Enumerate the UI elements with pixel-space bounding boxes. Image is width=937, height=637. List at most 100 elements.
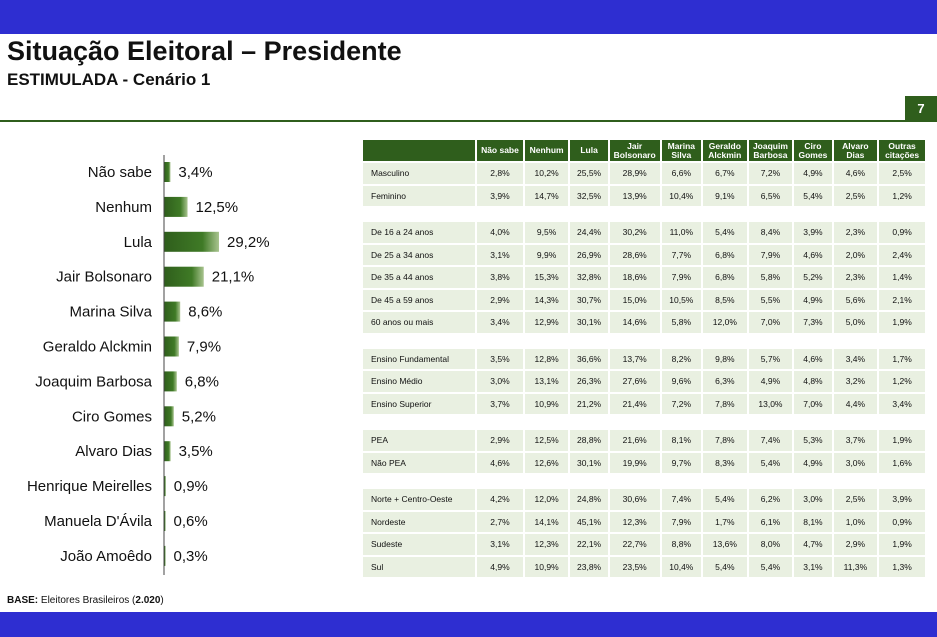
table-row: De 45 a 59 anos 2,9% 14,3% 30,7% 15,0% 10,5% 8… bbox=[363, 289, 925, 310]
table-cell: 3,0% bbox=[833, 452, 878, 473]
value-label: 0,6% bbox=[174, 513, 208, 530]
base-count: 2.020 bbox=[135, 595, 161, 606]
table-cell: 2,3% bbox=[833, 267, 878, 288]
table-cell: 5,2% bbox=[794, 267, 832, 288]
table-cell: 26,9% bbox=[570, 244, 608, 265]
table-cell: 3,9% bbox=[477, 185, 523, 206]
table-cell: 19,9% bbox=[609, 452, 660, 473]
table-row: Ensino Superior 3,7% 10,9% 21,2% 21,4% 7,2% 7,… bbox=[363, 393, 925, 414]
top-band bbox=[0, 0, 937, 34]
bar-chart: Não sabe 3,4% Nenhum 12,5% Lula 29,2% Jair Bol… bbox=[27, 155, 270, 575]
table-cell: 13,6% bbox=[703, 534, 747, 555]
table-cell: 12,9% bbox=[524, 312, 569, 333]
table-cell: 5,6% bbox=[833, 289, 878, 310]
row-label: De 45 a 59 anos bbox=[363, 289, 476, 310]
table-cell: 2,7% bbox=[477, 511, 523, 532]
value-label: 0,3% bbox=[174, 548, 208, 565]
table-cell: 5,4% bbox=[794, 185, 832, 206]
table-row: De 35 a 44 anos 3,8% 15,3% 32,8% 18,6% 7,9% 6,… bbox=[363, 267, 925, 288]
table-cell: 1,3% bbox=[879, 556, 925, 577]
row-label: Sul bbox=[363, 556, 476, 577]
crosstab-column-header: Nenhum bbox=[524, 140, 569, 161]
base-close: ) bbox=[160, 595, 164, 606]
bar bbox=[164, 545, 166, 566]
table-cell: 28,9% bbox=[609, 163, 660, 184]
table-cell: 5,7% bbox=[748, 348, 793, 369]
value-label: 5,2% bbox=[182, 408, 216, 425]
table-cell: 11,3% bbox=[833, 556, 878, 577]
table-cell: 12,0% bbox=[524, 489, 569, 510]
table-row: De 16 a 24 anos 4,0% 9,5% 24,4% 30,2% 11,0% 5,… bbox=[363, 222, 925, 243]
crosstab-column-header: Lula bbox=[570, 140, 608, 161]
table-cell: 3,1% bbox=[477, 244, 523, 265]
table-cell: 30,1% bbox=[570, 452, 608, 473]
table-cell: 1,9% bbox=[879, 430, 925, 451]
table-cell: 8,1% bbox=[661, 430, 702, 451]
table-cell: 4,6% bbox=[477, 452, 523, 473]
table-cell: 4,8% bbox=[794, 371, 832, 392]
table-cell: 5,3% bbox=[794, 430, 832, 451]
table-cell: 7,2% bbox=[748, 163, 793, 184]
table-cell: 10,4% bbox=[661, 556, 702, 577]
bar bbox=[164, 162, 171, 182]
table-cell: 3,8% bbox=[477, 267, 523, 288]
table-row: Sudeste 3,1% 12,3% 22,1% 22,7% 8,8% 13,6% 8,0% 4… bbox=[363, 534, 925, 555]
table-cell: 4,9% bbox=[794, 163, 832, 184]
table-cell: 3,1% bbox=[794, 556, 832, 577]
table-cell: 14,7% bbox=[524, 185, 569, 206]
table-cell: 3,9% bbox=[879, 489, 925, 510]
table-cell: 45,1% bbox=[570, 511, 608, 532]
row-label: 60 anos ou mais bbox=[363, 312, 476, 333]
group-spacer bbox=[363, 208, 925, 220]
table-cell: 15,3% bbox=[524, 267, 569, 288]
table-cell: 7,2% bbox=[661, 393, 702, 414]
table-cell: 4,2% bbox=[477, 489, 523, 510]
row-label: Nordeste bbox=[363, 511, 476, 532]
crosstab-table: Não sabe Nenhum Lula Jair Bolsonaro Marina S… bbox=[361, 138, 927, 579]
page-title: Situação Eleitoral – Presidente bbox=[7, 36, 402, 66]
table-cell: 5,8% bbox=[748, 267, 793, 288]
table-cell: 25,5% bbox=[570, 163, 608, 184]
table-row: Ensino Fundamental 3,5% 12,8% 36,6% 13,7% 8,2… bbox=[363, 348, 925, 369]
table-cell: 2,9% bbox=[477, 289, 523, 310]
table-cell: 5,4% bbox=[703, 222, 747, 243]
table-cell: 5,5% bbox=[748, 289, 793, 310]
category-label: Henrique Meirelles bbox=[27, 478, 152, 495]
crosstab-column-header: Geraldo Alckmin bbox=[703, 140, 747, 161]
table-cell: 3,5% bbox=[477, 348, 523, 369]
group-spacer bbox=[363, 335, 925, 347]
table-row: De 25 a 34 anos 3,1% 9,9% 26,9% 28,6% 7,7% 6,8… bbox=[363, 244, 925, 265]
table-cell: 12,3% bbox=[609, 511, 660, 532]
table-row: Ensino Médio 3,0% 13,1% 26,3% 27,6% 9,6% 6,3% 4… bbox=[363, 371, 925, 392]
bar bbox=[164, 511, 166, 531]
table-cell: 5,0% bbox=[833, 312, 878, 333]
table-cell: 4,6% bbox=[794, 348, 832, 369]
table-cell: 1,6% bbox=[879, 452, 925, 473]
row-label: Ensino Superior bbox=[363, 393, 476, 414]
table-cell: 27,6% bbox=[609, 371, 660, 392]
table-cell: 12,5% bbox=[524, 430, 569, 451]
crosstab-column-header: Não sabe bbox=[477, 140, 523, 161]
table-cell: 4,6% bbox=[794, 244, 832, 265]
table-cell: 3,4% bbox=[879, 393, 925, 414]
table-cell: 9,7% bbox=[661, 452, 702, 473]
table-cell: 6,6% bbox=[661, 163, 702, 184]
value-label: 0,9% bbox=[174, 478, 208, 495]
table-cell: 7,9% bbox=[661, 511, 702, 532]
crosstab-column-header: Joaquim Barbosa bbox=[748, 140, 793, 161]
bar bbox=[164, 196, 188, 217]
table-cell: 3,9% bbox=[794, 222, 832, 243]
spacer-cell bbox=[363, 416, 925, 428]
table-cell: 7,3% bbox=[794, 312, 832, 333]
table-cell: 7,7% bbox=[661, 244, 702, 265]
table-cell: 21,2% bbox=[570, 393, 608, 414]
table-cell: 5,4% bbox=[748, 452, 793, 473]
table-cell: 28,8% bbox=[570, 430, 608, 451]
table-cell: 21,4% bbox=[609, 393, 660, 414]
value-label: 29,2% bbox=[227, 234, 270, 251]
category-label: Ciro Gomes bbox=[72, 408, 152, 425]
table-cell: 8,3% bbox=[703, 452, 747, 473]
group-spacer bbox=[363, 416, 925, 428]
table-row: Masculino 2,8% 10,2% 25,5% 28,9% 6,6% 6,7% 7,2%… bbox=[363, 163, 925, 184]
table-cell: 28,6% bbox=[609, 244, 660, 265]
